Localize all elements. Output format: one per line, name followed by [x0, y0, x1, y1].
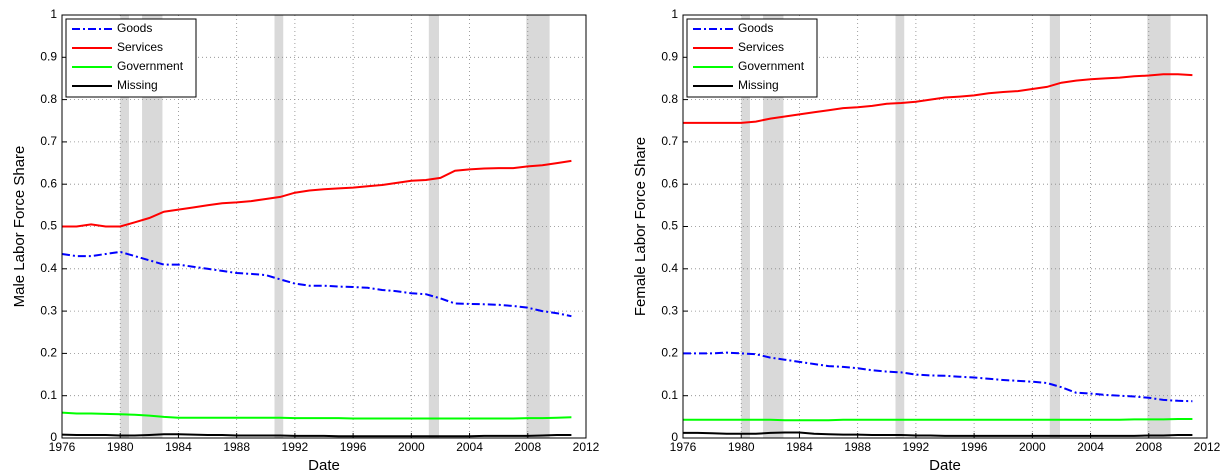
- y-tick-label: 1: [50, 7, 57, 21]
- y-tick-label: 0.4: [661, 261, 678, 275]
- x-tick-label: 2012: [573, 440, 600, 454]
- x-tick-label: 2008: [514, 440, 541, 454]
- recession-band: [142, 15, 163, 438]
- legend-box: [686, 18, 818, 98]
- x-tick-label: 2000: [1019, 440, 1046, 454]
- y-tick-label: 0.6: [40, 176, 57, 190]
- axes-frame: [682, 14, 1208, 439]
- series-line: [683, 418, 1193, 422]
- legend-label: Missing: [117, 78, 158, 92]
- y-tick-label: 0.8: [40, 92, 57, 106]
- legend-box: [65, 18, 197, 98]
- x-tick-label: 1988: [844, 440, 871, 454]
- y-tick-label: 0.4: [40, 261, 57, 275]
- y-tick-label: 0.7: [661, 134, 678, 148]
- x-tick-label: 1976: [49, 440, 76, 454]
- y-tick-label: 0.8: [661, 92, 678, 106]
- x-tick-label: 1984: [165, 440, 192, 454]
- y-tick-label: 0.2: [40, 346, 57, 360]
- y-tick-label: 0.2: [661, 346, 678, 360]
- y-tick-label: 0.9: [40, 49, 57, 63]
- recession-band: [428, 15, 439, 438]
- y-axis-label: Male Labor Force Share: [11, 146, 28, 308]
- x-tick-label: 2004: [456, 440, 483, 454]
- x-tick-label: 2012: [1194, 440, 1221, 454]
- legend-label: Services: [738, 40, 784, 54]
- series-line: [61, 250, 572, 318]
- y-tick-label: 0.5: [661, 219, 678, 233]
- x-tick-label: 1996: [961, 440, 988, 454]
- y-tick-label: 0.5: [40, 219, 57, 233]
- legend-label: Government: [738, 59, 805, 73]
- x-tick-label: 1976: [670, 440, 697, 454]
- series-line: [62, 159, 572, 228]
- legend-label: Government: [117, 59, 184, 73]
- series-line: [683, 431, 1193, 437]
- legend: Goods Services Government Missing: [686, 18, 818, 98]
- x-tick-label: 1992: [903, 440, 930, 454]
- x-tick-label: 2004: [1077, 440, 1104, 454]
- x-tick-label: 2000: [398, 440, 425, 454]
- x-axis-label: Date: [308, 457, 340, 474]
- recession-band: [741, 15, 750, 438]
- axes-frame: [61, 14, 587, 439]
- recession-band: [526, 15, 550, 438]
- y-tick-label: 0: [671, 430, 678, 444]
- y-tick-label: 0.3: [661, 303, 678, 317]
- legend-label: Goods: [738, 21, 773, 35]
- recession-band: [763, 15, 784, 438]
- y-tick-label: 0.9: [661, 49, 678, 63]
- x-tick-label: 1992: [282, 440, 309, 454]
- series-line: [683, 351, 1193, 403]
- x-tick-label: 1984: [786, 440, 813, 454]
- y-axis-label: Female Labor Force Share: [632, 137, 649, 316]
- legend-label: Services: [117, 40, 163, 54]
- recession-band: [1147, 15, 1171, 438]
- y-tick-label: 0.1: [40, 388, 57, 402]
- y-tick-label: 0.7: [40, 134, 57, 148]
- x-tick-label: 1980: [107, 440, 134, 454]
- series-line: [683, 73, 1193, 124]
- recession-band: [1049, 15, 1060, 438]
- legend: Goods Services Government Missing: [65, 18, 197, 98]
- x-axis-label: Date: [929, 457, 961, 474]
- x-tick-label: 1996: [340, 440, 367, 454]
- legend-label: Missing: [738, 78, 779, 92]
- y-tick-label: 0: [50, 430, 57, 444]
- x-tick-label: 2008: [1135, 440, 1162, 454]
- recession-band: [120, 15, 129, 438]
- y-tick-label: 0.6: [661, 176, 678, 190]
- legend-label: Goods: [117, 21, 152, 35]
- y-tick-label: 0.3: [40, 303, 57, 317]
- x-tick-label: 1980: [728, 440, 755, 454]
- y-tick-label: 0.1: [661, 388, 678, 402]
- y-tick-label: 1: [671, 7, 678, 21]
- x-tick-label: 1988: [223, 440, 250, 454]
- series-line: [61, 411, 572, 420]
- series-line: [61, 433, 572, 438]
